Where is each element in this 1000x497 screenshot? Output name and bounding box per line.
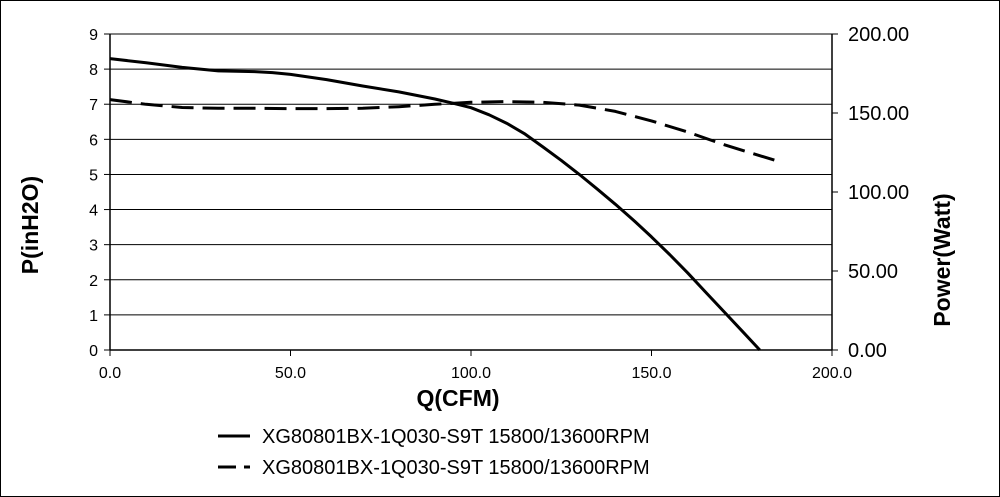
- y2-tick-label-1: 50.00: [848, 261, 898, 283]
- legend-label-dashed: XG80801BX-1Q030-S9T 15800/13600RPM: [262, 457, 650, 479]
- y-tick-label-6: 6: [89, 132, 98, 149]
- grid: [110, 33, 832, 351]
- y-tick-label-4: 4: [89, 203, 98, 220]
- x-tick-label-3: 150.0: [631, 365, 671, 382]
- x-tick-label-0: 0.0: [99, 365, 121, 382]
- x-axis-ticks: 0.0 50.0 100.0 150.0 200.0: [99, 350, 852, 382]
- y-tick-label-2: 2: [89, 273, 98, 290]
- x-axis-title: Q(CFM): [416, 385, 499, 411]
- y-tick-label-9: 9: [89, 27, 98, 44]
- y-axis-title: P(inH2O): [17, 176, 43, 274]
- y2-tick-label-2: 100.00: [848, 182, 909, 204]
- y-tick-label-3: 3: [89, 238, 98, 255]
- legend-label-solid: XG80801BX-1Q030-S9T 15800/13600RPM: [262, 426, 650, 448]
- x-tick-label-4: 200.0: [812, 365, 852, 382]
- y-axis-ticks: 0 1 2 3 4 5 6 7 8 9: [89, 27, 110, 360]
- y-tick-label-5: 5: [89, 167, 98, 184]
- series-line-solid: [109, 57, 761, 352]
- y2-tick-label-0: 0.00: [848, 340, 887, 362]
- y-tick-label-7: 7: [89, 97, 98, 114]
- x-tick-label-2: 100.0: [451, 365, 491, 382]
- y2-tick-label-3: 150.00: [848, 103, 909, 125]
- series-line-dashed: [109, 98, 779, 163]
- y-tick-label-0: 0: [89, 343, 98, 360]
- y2-axis-ticks: 0.00 50.00 100.00 150.00 200.00: [832, 24, 909, 362]
- legend: XG80801BX-1Q030-S9T 15800/13600RPM XG808…: [218, 426, 650, 479]
- x-tick-label-1: 50.0: [275, 365, 306, 382]
- axes: [109, 34, 833, 351]
- y2-axis-title: Power(Watt): [929, 193, 955, 326]
- y-tick-label-8: 8: [89, 62, 98, 79]
- y2-tick-label-4: 200.00: [848, 24, 909, 46]
- series-group: [109, 57, 779, 352]
- y-tick-label-1: 1: [89, 308, 98, 325]
